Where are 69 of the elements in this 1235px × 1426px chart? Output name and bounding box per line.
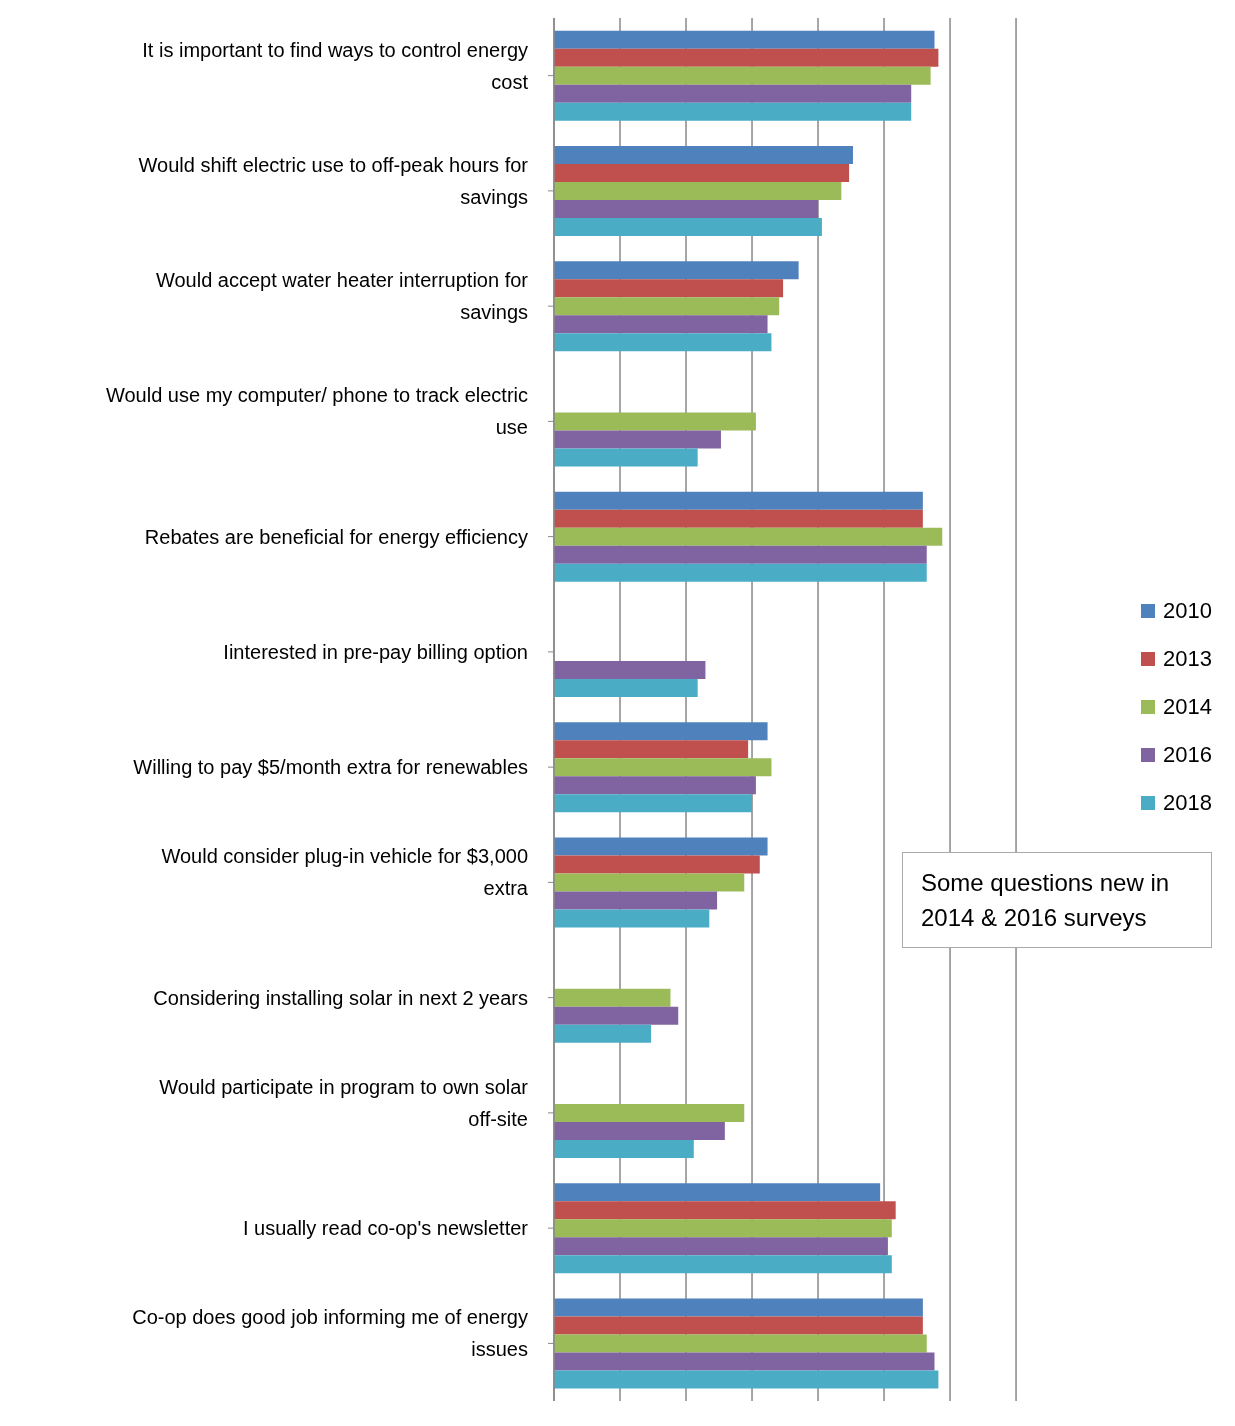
legend-label: 2014	[1163, 694, 1212, 720]
bar	[554, 873, 745, 892]
bar	[554, 48, 939, 67]
y-tick-label: It is important to find ways to control energy cost	[142, 38, 529, 93]
bar	[554, 1316, 923, 1335]
bar	[554, 333, 772, 352]
bar	[554, 545, 927, 564]
bar	[554, 1237, 888, 1256]
bar	[554, 412, 756, 431]
bar	[554, 430, 721, 449]
bar	[554, 448, 698, 467]
legend-label: 2013	[1163, 646, 1212, 672]
y-tick-label: Would shift electric use to off-peak hours for savings	[138, 153, 529, 208]
bar	[554, 30, 935, 49]
bar	[554, 909, 710, 928]
bar	[554, 1370, 939, 1389]
bar	[554, 1139, 694, 1158]
bar	[554, 891, 718, 910]
y-tick-label: Would consider plug-in vehicle for $3,000 extra	[161, 845, 529, 900]
y-tick-label: Considering installing solar in next 2 years	[153, 986, 528, 1009]
bar	[554, 315, 768, 334]
bar	[554, 1201, 896, 1220]
legend-label: 2018	[1163, 790, 1212, 816]
bar	[554, 1006, 679, 1025]
bar	[554, 722, 768, 741]
bar	[554, 163, 850, 182]
y-tick-label: Would use my computer/ phone to track electric use	[105, 384, 528, 439]
bar	[554, 66, 931, 85]
bar	[554, 509, 923, 528]
y-tick-label: Iinterested in pre-pay billing option	[223, 640, 528, 663]
bar	[554, 217, 822, 236]
legend-label: 2010	[1163, 598, 1212, 624]
bar	[554, 1255, 892, 1274]
bar	[554, 678, 698, 697]
bar	[554, 758, 772, 777]
bar	[554, 102, 912, 121]
bar	[554, 199, 819, 218]
bar	[554, 527, 943, 546]
annotation: Some questions new in 2014 & 2016 surveys	[902, 852, 1212, 948]
bar	[554, 794, 753, 813]
bar	[554, 660, 706, 679]
y-tick-label: Rebates are beneficial for energy efficiency	[144, 525, 528, 548]
y-tick-label: Co-op does good job informing me of energy issues	[132, 1306, 528, 1361]
y-tick-label: I usually read co-op's newsletter	[242, 1217, 529, 1240]
bar	[554, 145, 853, 164]
legend-label: 2016	[1163, 742, 1212, 768]
bar	[554, 491, 923, 510]
bar	[554, 1183, 881, 1202]
bar	[554, 855, 760, 874]
bar	[554, 776, 756, 795]
y-tick-label: Would participate in program to own solar off-site	[159, 1075, 529, 1130]
bar	[554, 261, 799, 280]
bar	[554, 1219, 892, 1238]
bar	[554, 740, 749, 759]
bar	[554, 837, 768, 856]
y-tick-label: Willing to pay $5/month extra for renewables	[133, 756, 528, 779]
bar	[554, 1121, 725, 1140]
bar	[554, 1298, 923, 1317]
bar	[554, 279, 784, 298]
bar	[554, 988, 671, 1007]
bar	[554, 297, 780, 316]
bar	[554, 563, 927, 582]
bar	[554, 181, 842, 200]
bar	[554, 1103, 745, 1122]
bar	[554, 1334, 927, 1353]
bar	[554, 1352, 935, 1371]
y-tick-label: Would accept water heater interruption for savings	[155, 269, 529, 324]
bar	[554, 84, 912, 103]
bar	[554, 1024, 652, 1043]
